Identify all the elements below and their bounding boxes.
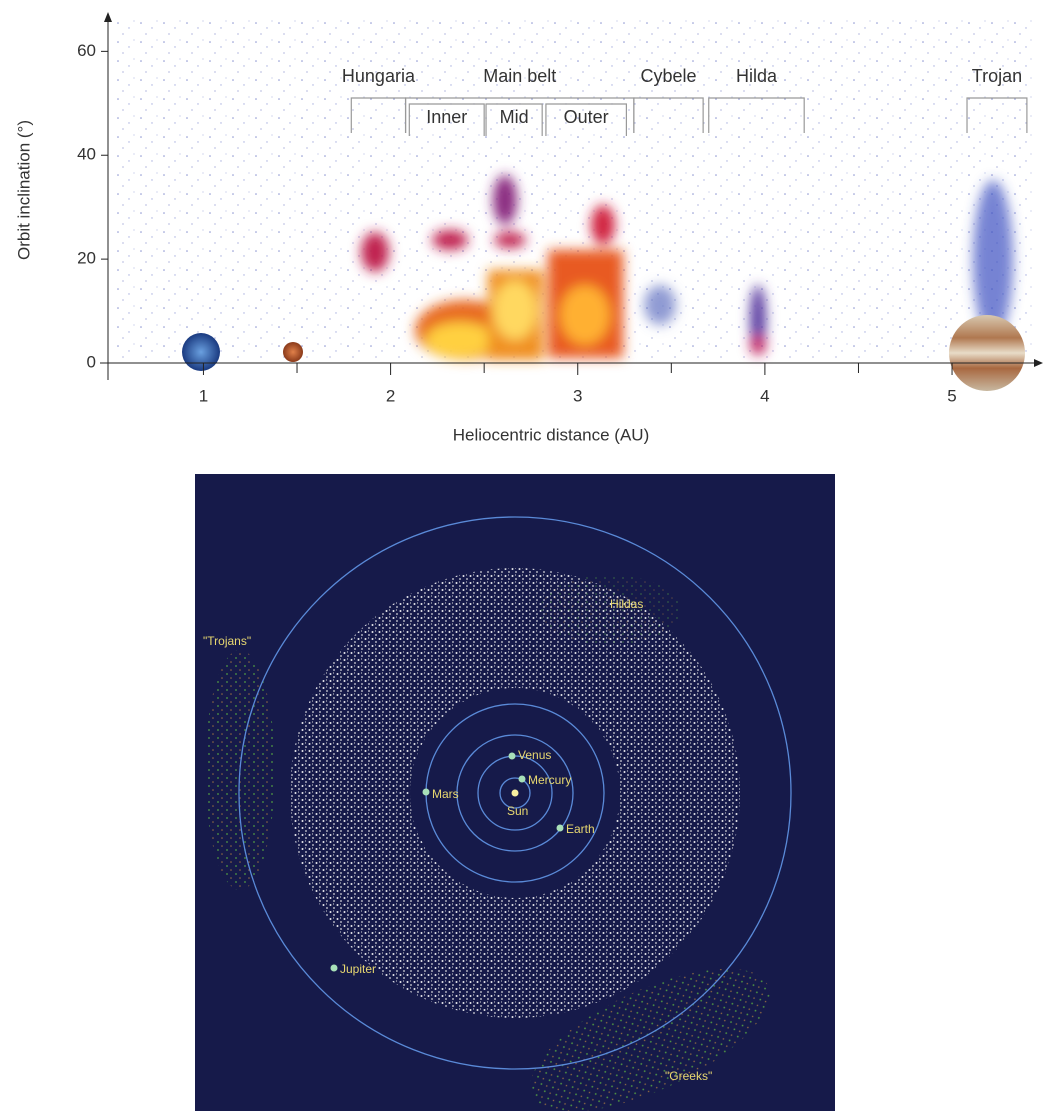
y-tick-label: 60 xyxy=(77,41,96,60)
group-label: Hildas xyxy=(610,597,643,611)
y-tick-label: 0 xyxy=(87,352,96,371)
y-tick-label: 20 xyxy=(77,249,96,268)
region-label: Cybele xyxy=(640,66,696,86)
body-label: Mars xyxy=(432,787,459,801)
body-label: Venus xyxy=(518,748,551,762)
region-label: Outer xyxy=(564,107,609,127)
y-arrow xyxy=(104,12,112,22)
solar-system-diagram: Sun Mercury Venus Earth Mars Jupiter "Tr… xyxy=(195,474,835,1111)
body-label: Jupiter xyxy=(340,962,376,976)
x-tick-label: 4 xyxy=(760,386,769,405)
region-label: Hungaria xyxy=(342,66,416,86)
density xyxy=(115,20,1035,391)
y-tick-label: 40 xyxy=(77,145,96,164)
body-label: Sun xyxy=(507,804,528,818)
body-label: Earth xyxy=(566,822,595,836)
region-label: Trojan xyxy=(972,66,1022,86)
figure: Orbit inclination (°) Heliocentric dista… xyxy=(0,0,1043,1111)
group-label: "Greeks" xyxy=(665,1069,712,1083)
region-label: Hilda xyxy=(736,66,778,86)
body-label: Mercury xyxy=(528,773,571,787)
x-tick-label: 3 xyxy=(573,386,582,405)
x-arrow xyxy=(1034,359,1043,367)
x-tick-label: 5 xyxy=(947,386,956,405)
x-tick-label: 1 xyxy=(199,386,208,405)
region-label: Mid xyxy=(500,107,529,127)
group-label: "Trojans" xyxy=(203,634,251,648)
region-label: Inner xyxy=(426,107,467,127)
x-tick-label: 2 xyxy=(386,386,395,405)
y-axis-title: Orbit inclination (°) xyxy=(14,120,33,260)
region-label: Main belt xyxy=(483,66,556,86)
x-axis-title: Heliocentric distance (AU) xyxy=(453,425,650,444)
